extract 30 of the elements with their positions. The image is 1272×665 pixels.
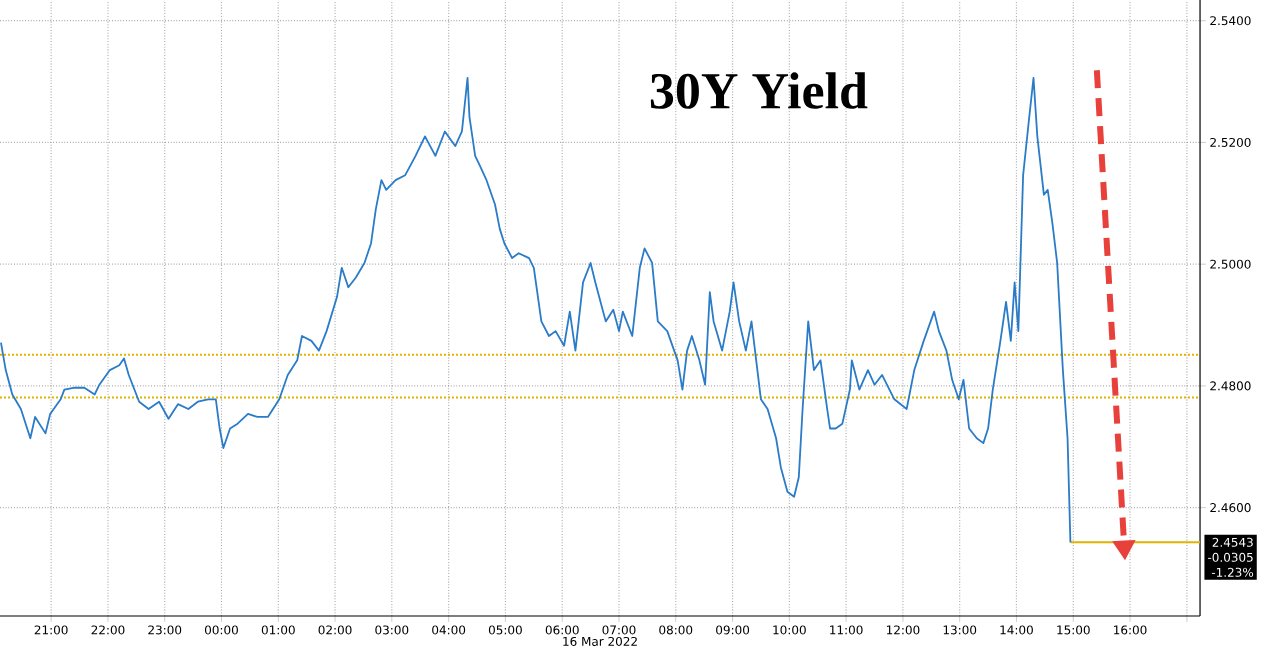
x-tick-label: 01:00: [261, 625, 295, 635]
x-tick-label: 06:00: [545, 625, 579, 635]
y-tick-label: 2.4600: [1210, 503, 1251, 513]
x-tick-label: 15:00: [1057, 625, 1090, 635]
x-axis-title: 16 Mar 2022: [563, 636, 637, 646]
x-tick-label: 08:00: [659, 625, 693, 635]
y-tick-label: 2.5200: [1210, 137, 1251, 147]
x-tick-label: 03:00: [375, 625, 409, 635]
ref-line-label: 2.4543: [1212, 537, 1253, 547]
x-tick-label: 16:00: [1114, 625, 1147, 635]
x-tick-label: 13:00: [943, 625, 977, 635]
y-tick-label: 2.5400: [1210, 16, 1251, 26]
x-tick-label: 09:00: [716, 625, 750, 635]
text: -1.23%: [1211, 567, 1254, 577]
x-tick-label: 14:00: [1000, 625, 1033, 635]
x-tick-label: 21:00: [34, 625, 68, 635]
x-tick-label: 00:00: [204, 625, 238, 635]
x-tick-label: 07:00: [602, 625, 636, 635]
x-tick-label: 10:00: [773, 625, 806, 635]
text: -0.0305: [1208, 552, 1253, 562]
x-tick-label: 11:00: [830, 625, 863, 635]
x-tick-label: 05:00: [488, 625, 522, 635]
x-tick-label: 22:00: [91, 625, 125, 635]
x-tick-label: 12:00: [886, 625, 920, 635]
x-tick-label: 23:00: [148, 625, 182, 635]
text: 30Y Yield: [650, 72, 868, 109]
y-tick-label: 2.4800: [1210, 381, 1251, 391]
x-tick-label: 04:00: [432, 625, 466, 635]
x-tick-label: 02:00: [318, 625, 352, 635]
y-tick-label: 2.5000: [1210, 259, 1251, 269]
